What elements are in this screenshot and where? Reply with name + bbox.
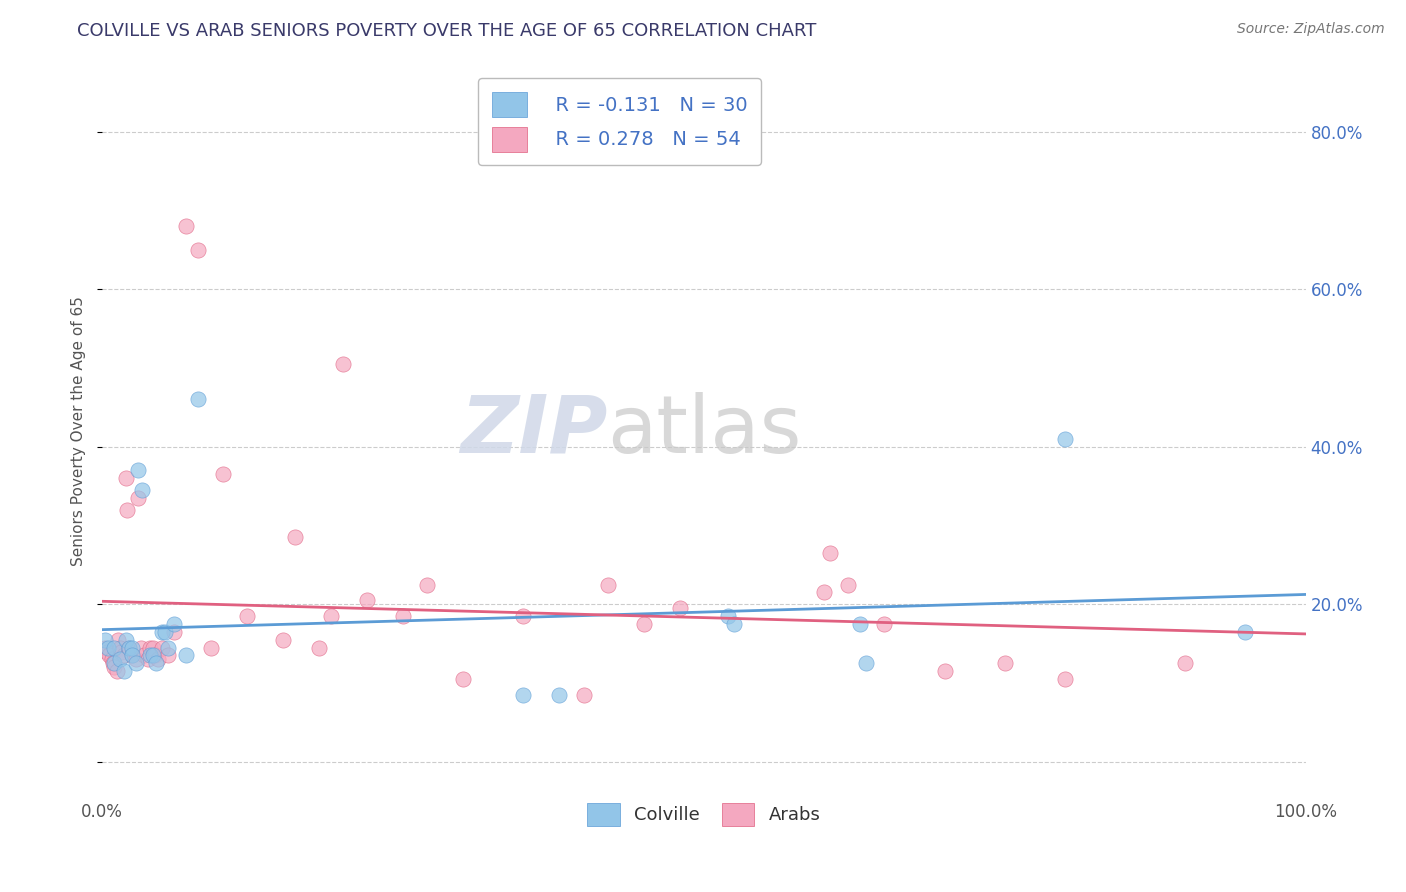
Point	[125, 652, 148, 666]
Point	[121, 640, 143, 655]
Point	[548, 688, 571, 702]
Point	[146, 652, 169, 666]
Point	[723, 617, 745, 632]
Point	[163, 624, 186, 639]
Point	[332, 357, 354, 371]
Point	[284, 530, 307, 544]
Point	[96, 644, 118, 658]
Point	[150, 640, 173, 655]
Point	[153, 624, 176, 639]
Text: COLVILLE VS ARAB SENIORS POVERTY OVER THE AGE OF 65 CORRELATION CHART: COLVILLE VS ARAB SENIORS POVERTY OVER TH…	[77, 22, 817, 40]
Point	[934, 665, 956, 679]
Point	[127, 463, 149, 477]
Text: Source: ZipAtlas.com: Source: ZipAtlas.com	[1237, 22, 1385, 37]
Point	[855, 657, 877, 671]
Point	[125, 657, 148, 671]
Point	[717, 609, 740, 624]
Point	[121, 648, 143, 663]
Point	[849, 617, 872, 632]
Point	[97, 640, 120, 655]
Point	[115, 632, 138, 647]
Legend: Colville, Arabs: Colville, Arabs	[578, 794, 830, 835]
Point	[129, 640, 152, 655]
Point	[117, 502, 139, 516]
Point	[157, 648, 180, 663]
Point	[308, 640, 330, 655]
Point	[136, 652, 159, 666]
Point	[633, 617, 655, 632]
Point	[512, 609, 534, 624]
Point	[818, 546, 841, 560]
Point	[994, 657, 1017, 671]
Point	[110, 652, 132, 666]
Point	[101, 657, 124, 671]
Point	[1053, 432, 1076, 446]
Point	[319, 609, 342, 624]
Y-axis label: Seniors Poverty Over the Age of 65: Seniors Poverty Over the Age of 65	[72, 296, 86, 566]
Point	[107, 632, 129, 647]
Text: atlas: atlas	[607, 392, 801, 470]
Point	[356, 593, 378, 607]
Point	[98, 648, 121, 663]
Point	[596, 577, 619, 591]
Point	[103, 657, 125, 671]
Point	[1174, 657, 1197, 671]
Point	[127, 491, 149, 505]
Point	[134, 648, 156, 663]
Point	[101, 652, 124, 666]
Point	[121, 648, 143, 663]
Point	[451, 672, 474, 686]
Point	[93, 640, 115, 655]
Point	[873, 617, 896, 632]
Point	[392, 609, 415, 624]
Point	[813, 585, 835, 599]
Point	[93, 632, 115, 647]
Point	[103, 660, 125, 674]
Point	[143, 648, 166, 663]
Point	[176, 219, 198, 233]
Point	[112, 648, 135, 663]
Point	[572, 688, 595, 702]
Point	[103, 640, 125, 655]
Point	[1234, 624, 1257, 639]
Point	[211, 467, 233, 482]
Point	[110, 644, 132, 658]
Point	[1053, 672, 1076, 686]
Point	[139, 640, 162, 655]
Point	[176, 648, 198, 663]
Point	[118, 640, 141, 655]
Point	[131, 483, 153, 497]
Point	[157, 640, 180, 655]
Point	[187, 243, 209, 257]
Point	[142, 648, 165, 663]
Point	[150, 624, 173, 639]
Point	[105, 665, 128, 679]
Point	[145, 657, 167, 671]
Point	[142, 640, 165, 655]
Point	[271, 632, 294, 647]
Point	[118, 640, 141, 655]
Point	[837, 577, 859, 591]
Point	[110, 640, 132, 655]
Point	[115, 471, 138, 485]
Point	[235, 609, 257, 624]
Point	[112, 665, 135, 679]
Point	[163, 617, 186, 632]
Point	[187, 392, 209, 407]
Point	[416, 577, 439, 591]
Point	[139, 648, 162, 663]
Point	[200, 640, 222, 655]
Text: ZIP: ZIP	[460, 392, 607, 470]
Point	[512, 688, 534, 702]
Point	[668, 601, 690, 615]
